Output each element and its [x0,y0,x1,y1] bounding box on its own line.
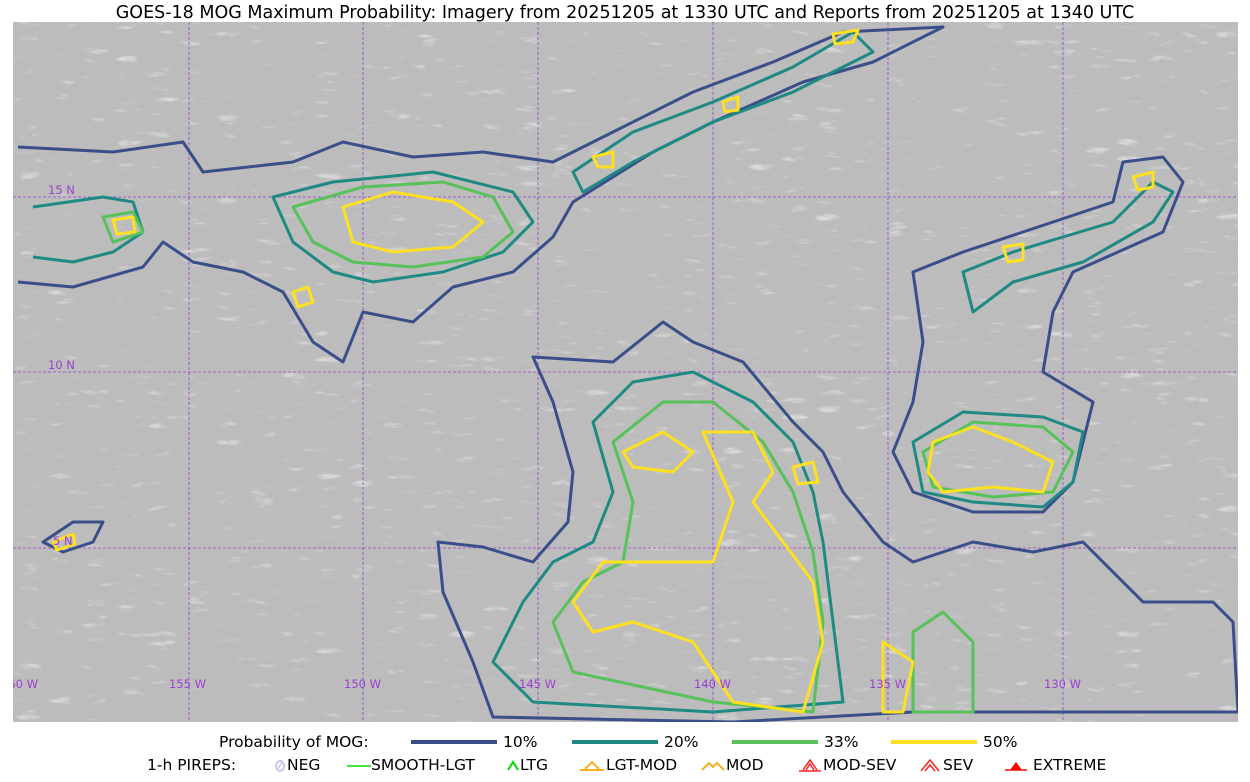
lat-label: 10 N [48,358,75,372]
legend-label: 50% [983,733,1018,751]
contour-33pct [101,180,515,269]
legend-label: 20% [664,733,699,751]
legend-ltg: LTG [506,756,548,774]
lon-label: 155 W [169,677,206,691]
legend-label: LTG [520,756,548,774]
contour-33pct [551,400,825,714]
lat-label: 5 N [53,534,73,548]
legend-mod: MOD [700,756,764,774]
filled-triangle-icon [1005,762,1027,771]
legend-20pct: 20% [572,733,698,751]
gridlines [13,22,1238,722]
legend-label: 33% [824,733,859,751]
legend-extreme: EXTREME [1003,756,1106,774]
chart-title: GOES-18 MOG Maximum Probability: Imagery… [115,3,1135,23]
double-caret-icon [920,758,940,772]
neg-icon [275,760,285,772]
lon-label: 160 W [13,677,38,691]
caret-icon [507,760,519,771]
caret-bar-icon [580,760,604,771]
swatch-33pct [732,740,818,744]
lon-label: 145 W [519,677,556,691]
swatch-20pct [572,740,658,744]
satellite-map: 160 W 155 W 150 W 145 W 140 W 135 W 130 … [13,22,1238,722]
legend-lgt-mod: LGT-MOD [578,756,677,774]
pirep-legend-title: 1-h PIREPS: [147,756,237,774]
prob-legend-title: Probability of MOG: [219,733,369,751]
legend-label: SMOOTH-LGT [371,756,475,774]
legend-mod-sev: MOD-SEV [797,756,896,774]
contour-20pct [571,30,1175,509]
contour-50pct [111,190,485,309]
contour-50pct [571,430,825,714]
legend-smooth-lgt: SMOOTH-LGT [347,756,475,774]
lon-label: 135 W [869,677,906,691]
contour-10pct [891,155,1185,514]
swatch-50pct [891,740,977,744]
legend-10pct: 10% [411,733,537,751]
legend-neg: NEG [273,756,320,774]
legend-label: SEV [943,756,974,774]
legend-label: MOD-SEV [823,756,897,774]
swatch-10pct [411,740,497,744]
lon-label: 150 W [344,677,381,691]
contour-10pct [436,320,1238,722]
legend-label: LGT-MOD [606,756,678,774]
smooth-line-icon [347,765,371,767]
legend-label: NEG [287,756,321,774]
legend-sev: SEV [917,756,973,774]
legend-label: EXTREME [1033,756,1107,774]
contour-50pct [51,532,915,714]
lon-label: 140 W [694,677,731,691]
contour-20pct [491,370,845,714]
map-labels: 160 W 155 W 150 W 145 W 140 W 135 W 130 … [13,183,1081,691]
lon-label: 130 W [1044,677,1081,691]
legend-33pct: 33% [732,733,858,751]
contour-33pct [911,420,1075,714]
legend-label: 10% [503,733,538,751]
contour-50pct [591,28,1155,494]
lat-label: 15 N [48,183,75,197]
legend-50pct: 50% [891,733,1017,751]
double-caret-bar-icon [799,758,821,772]
caret-icon [701,761,725,771]
legend-label: MOD [726,756,764,774]
